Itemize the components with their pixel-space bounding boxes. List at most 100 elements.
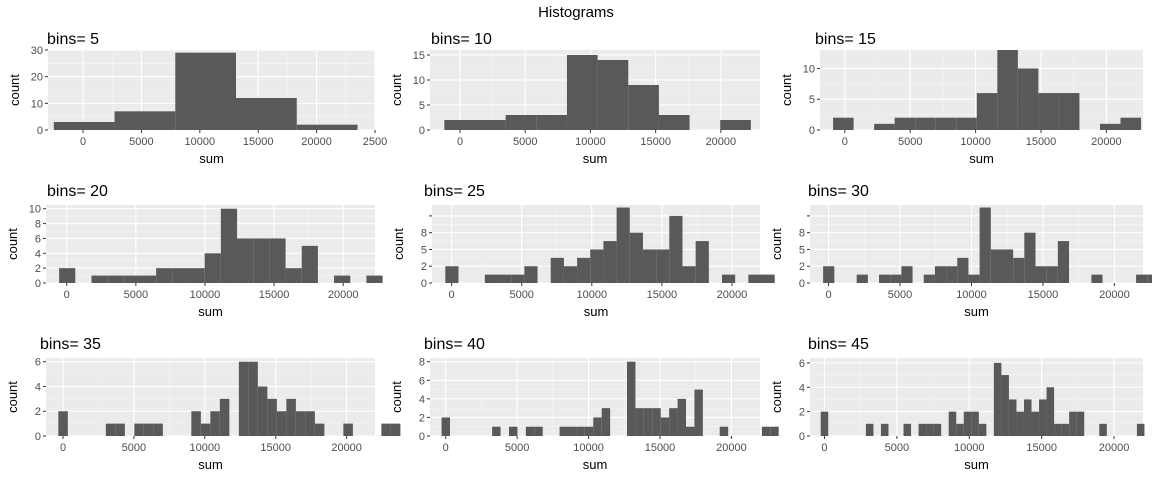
histogram-bar [956, 424, 964, 436]
histogram-bar [997, 50, 1018, 130]
x-axis-label: sum [583, 151, 608, 166]
x-tick-label: 20000 [1091, 136, 1122, 148]
histogram-bar [602, 408, 610, 436]
histogram-bar [720, 427, 728, 436]
x-axis-label: sum [199, 151, 224, 166]
histogram-bar [968, 275, 979, 283]
histogram-bar [1121, 118, 1142, 130]
panel-title: bins= 35 [40, 336, 101, 353]
histogram-bar [1002, 249, 1013, 283]
x-tick-label: 5000 [513, 136, 537, 148]
y-tick-label: 30 [31, 45, 43, 57]
panel-title: bins= 10 [431, 31, 492, 48]
y-axis-label: count [389, 74, 404, 106]
y-tick-label: 0 [37, 125, 43, 137]
histogram-bar [915, 118, 936, 130]
histogram-bar [115, 111, 176, 130]
histogram-bar [696, 241, 709, 283]
histogram-bar [926, 424, 934, 436]
histogram-bar [239, 362, 249, 436]
histogram-bar [305, 411, 315, 436]
histogram-bar [833, 118, 854, 130]
histogram-bar [201, 424, 211, 436]
histogram-bar [678, 399, 686, 436]
histogram-bar [221, 209, 237, 283]
x-tick-label: 0 [826, 289, 832, 301]
histogram-bar [1001, 375, 1009, 436]
y-tick-label: 5 [799, 244, 805, 256]
x-tick-label: 20000 [717, 289, 748, 301]
y-tick-label: 2 [421, 261, 427, 273]
histogram-bar [936, 118, 957, 130]
histogram-bar [890, 275, 901, 283]
histogram-bar [536, 115, 567, 130]
histogram-panel: 0 5000 10000 15000 20000 0 5 10 sum count bins= 15 [779, 31, 1143, 166]
y-tick-label: 6 [35, 357, 41, 369]
y-tick-label: 10 [31, 98, 43, 110]
histogram-bar [904, 424, 912, 436]
x-tick-label: 10000 [954, 442, 985, 454]
histogram-bar [694, 390, 702, 436]
x-tick-label: 20000 [716, 442, 747, 454]
y-tick-label: 6 [799, 358, 805, 370]
histogram-bar [91, 276, 107, 283]
histogram-bar [994, 363, 1002, 436]
x-tick-label: 20000 [706, 136, 737, 148]
histogram-bar [971, 412, 979, 436]
panel-title: bins= 45 [808, 336, 869, 353]
histogram-bar [628, 85, 659, 130]
histogram-bar [1016, 412, 1024, 436]
histogram-bar [874, 124, 895, 130]
histogram-bar [630, 233, 643, 283]
histogram-bar [991, 249, 1002, 283]
histogram-bar [210, 411, 220, 436]
histogram-panel: 0 5000 10000 15000 2000002468sumcountbins= 4… [389, 336, 779, 472]
histogram-bar [924, 275, 935, 283]
x-tick-label: 5000 [505, 442, 529, 454]
histogram-panel: 0 5000 10000 15000 20000 0 2 5 8 sum count bins= 30 [769, 183, 1152, 319]
histogram-bar [506, 115, 537, 130]
histogram-bar [153, 424, 163, 436]
y-axis-label: count [391, 228, 406, 260]
x-axis-label: sum [964, 304, 989, 319]
histogram-bar [106, 424, 116, 436]
y-tick-label: 4 [35, 381, 41, 393]
histogram-bar [669, 216, 682, 283]
panel-title: bins= 40 [424, 336, 485, 353]
histogram-bar [770, 427, 778, 436]
x-tick-label: 15000 [259, 289, 290, 301]
histogram-bar [1147, 275, 1152, 283]
x-tick-label: 15000 [640, 136, 671, 148]
x-tick-label: 5000 [122, 442, 146, 454]
histogram-bar [381, 424, 391, 436]
histogram-bar [722, 275, 735, 283]
y-tick-label: 10 [413, 75, 425, 87]
histogram-bar [934, 424, 942, 436]
y-tick-label: 15 [413, 50, 425, 62]
y-tick-label: 8 [35, 219, 41, 231]
histogram-bar [1054, 424, 1062, 436]
histogram-bar [957, 258, 968, 283]
x-tick-label: 15000 [1028, 289, 1059, 301]
histogram-bar [823, 266, 834, 283]
y-tick-label: 8 [799, 228, 805, 240]
x-axis-label: sum [964, 457, 989, 472]
histogram-bar [115, 424, 125, 436]
x-tick-label: 20000 [331, 442, 362, 454]
histogram-panel: 0 5000 10000 15000 20000 25000102030sumcountb… [7, 31, 387, 166]
histogram-bar [881, 424, 889, 436]
histogram-bar [585, 427, 593, 436]
histogram-bar [498, 275, 511, 283]
y-axis-label: count [769, 381, 784, 413]
x-tick-label: 0 [821, 442, 827, 454]
histogram-bar [258, 386, 268, 436]
histogram-bar [1100, 124, 1121, 130]
histogram-bar [442, 417, 450, 436]
histogram-bar [919, 424, 927, 436]
y-tick-label: 0 [799, 431, 805, 443]
histogram-bar [901, 266, 912, 283]
histogram-bar [560, 427, 568, 436]
panel-title: bins= 25 [424, 183, 485, 200]
x-tick-label: 20000 [1099, 442, 1130, 454]
y-tick-label: 6 [419, 375, 425, 387]
